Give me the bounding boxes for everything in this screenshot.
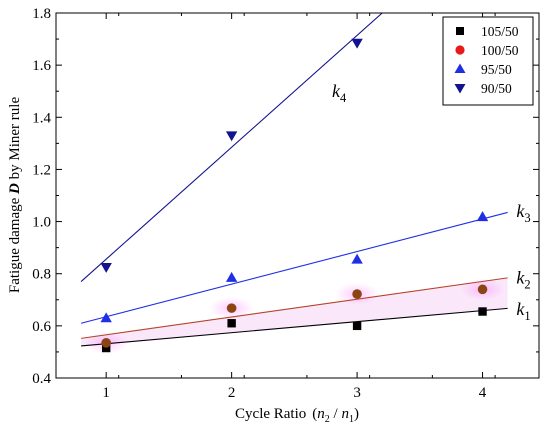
axes — [55, 12, 540, 379]
y-tick-label: 1.2 — [32, 162, 51, 178]
y-tick-label: 1.8 — [32, 6, 51, 22]
y-tick-label: 1.6 — [32, 58, 51, 74]
x-tick-label: 2 — [228, 385, 236, 401]
point-105-50-2 — [227, 319, 236, 328]
fit-line-k3 — [80, 211, 508, 324]
point-105-50-3 — [352, 321, 362, 331]
y-tick-label: 0.8 — [32, 267, 51, 283]
point-105-50-4 — [478, 307, 487, 316]
legend-marker-2 — [455, 45, 465, 55]
y-tick-label: 0.4 — [32, 371, 51, 387]
x-tick-label: 1 — [102, 385, 110, 401]
point-100-50-1 — [101, 338, 111, 348]
tick-labels: 1 2 3 4 0.4 0.6 0.8 1.0 1.2 1.4 1.6 1.8 — [32, 6, 487, 401]
legend-marker-1 — [456, 27, 464, 35]
point-100-50-4 — [477, 284, 488, 295]
fit-band-highlight — [81, 277, 508, 354]
point-100-50-3 — [352, 289, 362, 299]
x-tick-label: 4 — [479, 385, 487, 401]
point-95-50-3 — [351, 253, 363, 264]
fit-line-k1 — [81, 307, 508, 347]
point-90-50-2 — [225, 131, 238, 142]
point-105-50-1 — [101, 343, 111, 353]
fit-line-k4 — [80, 13, 383, 282]
fit-label-k4: k4 — [332, 81, 347, 105]
fit-label-k3: k3 — [516, 201, 530, 225]
legend: 105/50 100/50 95/50 90/50 — [442, 16, 534, 106]
fit-label-k1: k1 — [516, 299, 530, 323]
y-axis-label: Fatigue damage D by Miner rule — [7, 97, 23, 294]
legend-marker-4 — [454, 84, 466, 94]
fit-line-labels: k1 k2 k3 k4 — [332, 81, 531, 323]
data-points — [100, 38, 489, 353]
fit-line-k2 — [81, 277, 508, 339]
y-tick-label: 1.4 — [32, 110, 51, 126]
y-tick-label: 0.6 — [32, 319, 51, 335]
fit-label-k2: k2 — [516, 268, 530, 292]
point-90-50-1 — [100, 262, 112, 273]
point-95-50-4 — [476, 211, 489, 222]
legend-label-1: 105/50 — [481, 24, 519, 39]
legend-marker-3 — [454, 63, 466, 73]
x-tick-label: 3 — [353, 385, 361, 401]
legend-label-3: 95/50 — [481, 62, 512, 77]
y-tick-label: 1.0 — [32, 215, 51, 231]
point-95-50-1 — [100, 312, 112, 323]
fit-band — [81, 277, 508, 346]
point-95-50-2 — [225, 271, 238, 282]
x-axis-label: Cycle Ratio (n2 / n1) — [235, 406, 359, 425]
point-100-50-2 — [226, 303, 237, 313]
legend-label-2: 100/50 — [481, 43, 519, 58]
legend-label-4: 90/50 — [481, 81, 512, 96]
fit-lines — [80, 13, 508, 347]
point-90-50-3 — [351, 38, 363, 49]
